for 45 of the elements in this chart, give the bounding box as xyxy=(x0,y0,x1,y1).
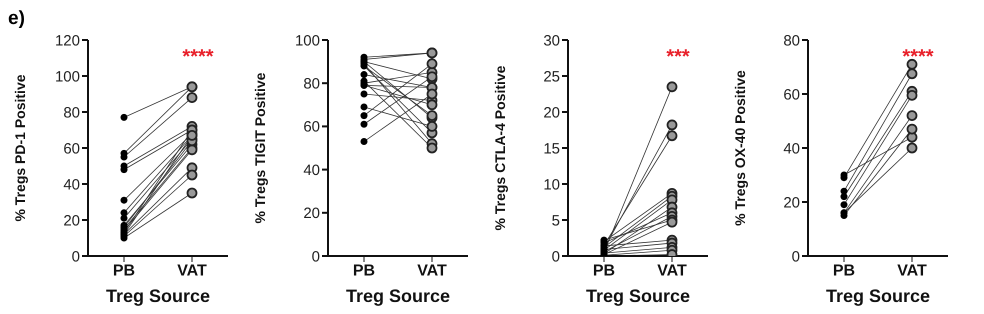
x-axis-title: Treg Source xyxy=(346,286,450,306)
y-axis-title: % Tregs OX-40 Positive xyxy=(732,70,748,226)
y-tick-label: 25 xyxy=(543,68,560,86)
y-tick-label: 60 xyxy=(783,86,800,104)
y-tick-label: 40 xyxy=(783,140,800,158)
y-tick-label: 5 xyxy=(552,212,560,230)
y-tick-label: 20 xyxy=(543,104,560,122)
x-tick-label: PB xyxy=(592,262,616,280)
y-tick-label: 120 xyxy=(54,32,80,50)
y-tick-label: 30 xyxy=(543,32,560,50)
y-tick-label: 80 xyxy=(63,104,80,122)
y-axis-title: % Tregs TIGIT Positive xyxy=(252,72,268,224)
x-tick-label: VAT xyxy=(417,262,448,280)
y-tick-label: 100 xyxy=(294,32,320,50)
y-tick-label: 20 xyxy=(63,212,80,230)
text: e) xyxy=(8,8,25,30)
y-tick-label: 15 xyxy=(543,140,560,158)
x-tick-label: VAT xyxy=(177,262,208,280)
x-tick-label: VAT xyxy=(657,262,688,280)
x-tick-label: PB xyxy=(112,262,136,280)
x-tick-label: PB xyxy=(352,262,376,280)
y-tick-label: 40 xyxy=(63,176,80,194)
y-tick-label: 0 xyxy=(792,248,800,266)
y-tick-label: 10 xyxy=(543,176,560,194)
annotation: **** xyxy=(181,46,215,69)
y-tick-label: 20 xyxy=(783,194,800,212)
annotation: *** xyxy=(665,46,691,69)
y-tick-label: 40 xyxy=(303,162,320,179)
y-tick-label: 60 xyxy=(303,118,320,136)
y-tick-label: 20 xyxy=(303,205,320,222)
y-axis-title: % Tregs PD-1 Positive xyxy=(12,74,28,222)
x-tick-label: VAT xyxy=(897,262,928,280)
x-axis-title: Treg Source xyxy=(106,286,210,306)
x-axis-title: Treg Source xyxy=(586,286,690,306)
y-tick-label: 80 xyxy=(783,32,800,50)
y-tick-label: 0 xyxy=(552,248,560,266)
y-tick-label: 100 xyxy=(54,68,80,86)
x-tick-label: PB xyxy=(832,262,856,280)
x-axis-title: Treg Source xyxy=(826,286,930,306)
y-tick-label: 60 xyxy=(63,140,80,158)
y-tick-label: 80 xyxy=(303,76,320,93)
y-axis-title: % Tregs CTLA-4 Positive xyxy=(492,65,508,230)
annotation: **** xyxy=(901,46,935,69)
y-tick-label: 0 xyxy=(72,248,80,266)
y-tick-label: 0 xyxy=(312,248,320,266)
